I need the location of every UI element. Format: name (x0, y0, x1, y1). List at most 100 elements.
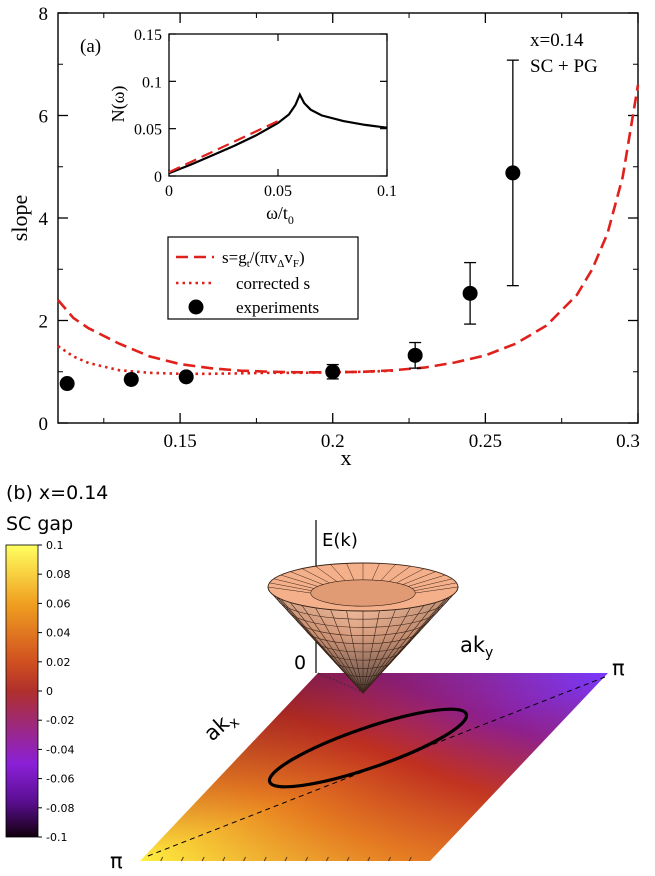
x-tick-label: 0.25 (469, 431, 502, 452)
colorbar-tick-label: -0.1 (46, 831, 67, 844)
energy-axis-label: E(k) (322, 530, 358, 551)
plane-edge-tick (325, 856, 329, 862)
cone-inner-line (346, 563, 355, 581)
cone-generator (362, 602, 437, 694)
inset-y-label: N(ω) (108, 86, 129, 123)
legend-entry-corrected: corrected s (236, 274, 310, 293)
inset-x-tick-label: 0.05 (264, 183, 292, 200)
cone-inner-line (380, 564, 396, 581)
plane-edge-tick (222, 856, 226, 862)
cone-generator (362, 586, 459, 694)
cone-inner-line (330, 564, 346, 581)
inset-x-tick-label: 0 (165, 183, 173, 200)
cone-generator (273, 595, 364, 694)
colorbar-tick-label: 0.06 (46, 597, 71, 610)
fermi-contour (267, 707, 469, 789)
cone-generator (315, 607, 364, 694)
colorbar-tick-label: 0 (46, 685, 53, 698)
y-tick-label: 2 (39, 312, 49, 333)
experiment-point (505, 165, 521, 181)
cone-inner-line (301, 568, 330, 584)
experiment-point (178, 369, 194, 385)
colorbar-ticks: 0.1 0.08 0.06 0.04 0.02 0 -0.02 -0.04 -0.06 -0.08… (38, 539, 74, 844)
cone-inner-line (267, 586, 311, 594)
cone-inner-line (280, 574, 318, 587)
legend-entry-experiments: experiments (236, 298, 319, 317)
inset-frame (168, 33, 388, 177)
plane-edge-tick (263, 856, 267, 862)
inset-x-tick-label: 0.1 (377, 183, 397, 200)
plane-edge-tick (367, 856, 371, 862)
y-tick-label: 8 (39, 4, 49, 25)
experiment-point (325, 364, 341, 380)
experiment-point (407, 347, 423, 363)
annotation-x-value: x=0.14 (530, 30, 584, 51)
plane-edge-ticks (160, 856, 412, 862)
plane-edge-tick (160, 856, 164, 862)
inset-y-tick-label: 0 (154, 169, 162, 186)
cone-generator (362, 609, 396, 694)
panel-a-label: (a) (80, 36, 101, 57)
cone-generator (301, 605, 364, 694)
legend-swatch-marker (188, 299, 204, 315)
y-axis-label: slope (7, 195, 32, 241)
cone-generator (346, 610, 364, 694)
cone-generator (289, 602, 364, 694)
theory-curve (57, 84, 640, 374)
inset-series (168, 92, 388, 175)
pi-label-right: π (612, 656, 625, 680)
plane-edge-tick (243, 856, 247, 862)
plane-edge-tick (346, 856, 350, 862)
cone-generator (362, 605, 425, 694)
x-tick-label: 0.2 (321, 431, 345, 452)
cone-inner-line (408, 574, 446, 587)
y-tick-label: 0 (39, 414, 49, 435)
cone-inner-line (269, 582, 312, 591)
x-tick-label: 0.3 (616, 431, 640, 452)
cone-generator (280, 598, 364, 694)
plane-edge-tick (284, 856, 288, 862)
colorbar-tick-label: 0.1 (46, 539, 64, 552)
legend-entry-theory: s=gt/(πvΔvF) (222, 248, 305, 270)
colorbar-tick-label: -0.04 (46, 743, 74, 756)
plane-edge-tick (408, 856, 412, 862)
cone-inner-line (415, 586, 459, 594)
cone-generator (330, 609, 364, 694)
panel-a-ticks: 0.15 0.2 0.25 0.3 0 2 4 6 8 (39, 4, 640, 452)
colorbar (5, 544, 39, 838)
experiment-point (462, 285, 478, 301)
experiment-point (59, 376, 75, 392)
inset-linear-fit (168, 120, 279, 174)
cone-generator (362, 610, 380, 694)
inset-y-tick-label: 0.1 (142, 74, 162, 91)
panel-b-label: (b) x=0.14 (6, 482, 108, 504)
pi-label-left: π (110, 849, 123, 873)
y-tick-label: 4 (39, 209, 49, 230)
colorbar-tick-label: -0.06 (46, 773, 74, 786)
plane-edge-tick (180, 856, 184, 862)
cone-inner-line (315, 566, 338, 582)
colorbar-tick-label: -0.02 (46, 714, 74, 727)
colorbar-tick-label: -0.08 (46, 802, 74, 815)
cone-inner-line (402, 571, 436, 585)
cone-inner-line (396, 568, 425, 584)
inset-plot: 0 0.05 0.1 0 0.05 0.1 0.15 N(ω) ω/t0 (108, 27, 397, 227)
inset-y-tick-label: 0.05 (134, 122, 162, 139)
cone-inner-line (414, 582, 457, 591)
panel-a: 0.15 0.2 0.25 0.3 0 2 4 6 8 (a) x=0.14 SC + PG s… (7, 4, 640, 470)
inset-dos-curve (168, 92, 388, 175)
cone-generator (362, 607, 411, 694)
colorbar-title: SC gap (6, 513, 73, 535)
cone-inner-line (273, 578, 314, 589)
kx-axis-label: akx (199, 706, 243, 749)
plane-edge-tick (388, 856, 392, 862)
origin-label: 0 (294, 652, 306, 674)
inset-x-label: ω/t0 (266, 203, 294, 227)
colorbar-tick-label: 0.08 (46, 568, 71, 581)
y-tick-label: 6 (39, 107, 49, 128)
dirac-cone (267, 562, 459, 694)
cone-inner-ring (310, 579, 416, 607)
panel-a-series (57, 59, 640, 392)
experiment-point (123, 371, 139, 387)
